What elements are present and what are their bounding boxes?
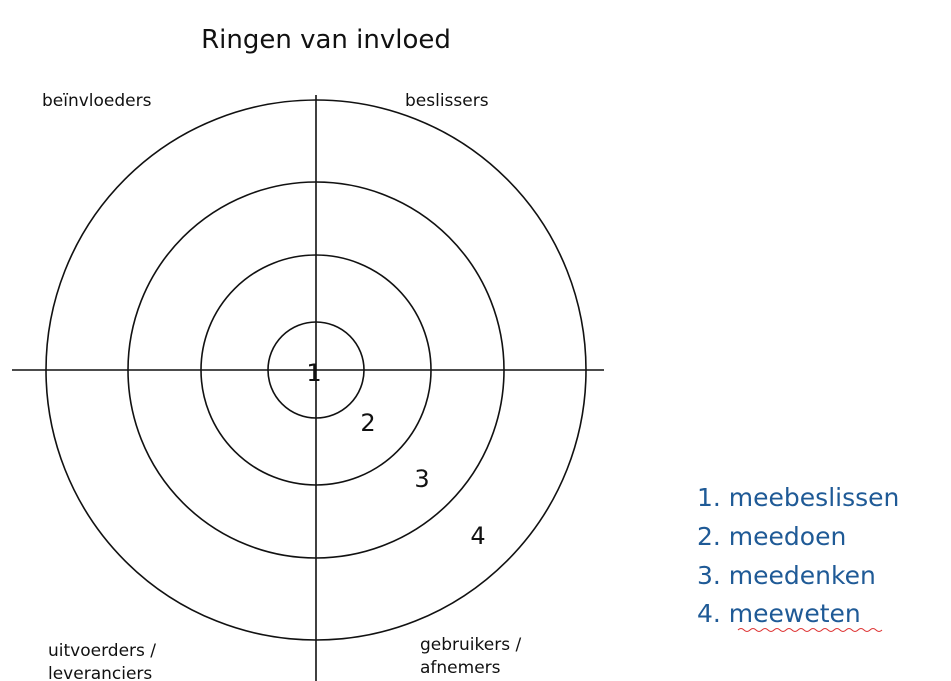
quadrant-label: afnemers [420, 658, 501, 678]
quadrant-label: gebruikers / [420, 635, 521, 655]
ring-number: 1 [306, 359, 321, 387]
legend-item: 3. meedenken [697, 561, 876, 590]
quadrant-label: beïnvloeders [42, 91, 152, 111]
spellcheck-underline [737, 628, 883, 632]
title: Ringen van invloed [201, 25, 451, 55]
legend-item: 4. meeweten [697, 599, 861, 628]
quadrant-label: beslissers [405, 91, 489, 111]
quadrant-label: leveranciers [48, 664, 152, 681]
quadrant-label: uitvoerders / [48, 641, 156, 661]
ring-number: 2 [360, 409, 375, 437]
legend-item: 1. meebeslissen [697, 483, 899, 512]
ring-number: 4 [470, 522, 485, 550]
legend-item: 2. meedoen [697, 522, 846, 551]
ring-number: 3 [414, 465, 429, 493]
